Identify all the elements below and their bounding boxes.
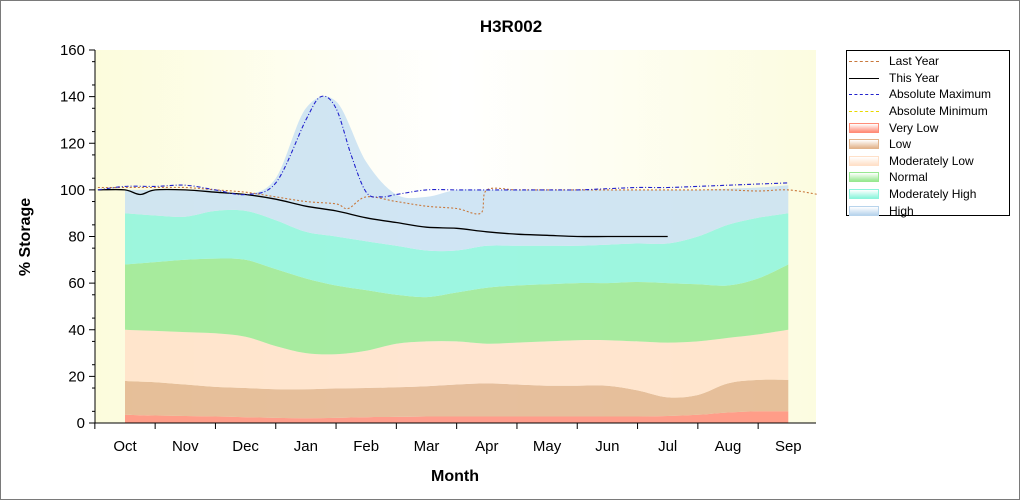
legend-line-marker: [849, 94, 879, 96]
y-tick-label: 60: [68, 275, 85, 292]
legend-item: Low: [847, 136, 1009, 153]
chart-legend: Last Year This Year Absolute Maximum Absolu…: [846, 50, 1010, 219]
legend-swatch: [849, 73, 879, 83]
legend-label: Very Low: [889, 120, 939, 135]
x-tick-label: Jul: [658, 438, 677, 455]
band-normal: [125, 258, 789, 355]
y-tick-label: 0: [77, 415, 85, 432]
legend-item: Normal: [847, 169, 1009, 186]
legend-swatch: [849, 139, 879, 150]
x-axis-label: Month: [431, 468, 479, 485]
series-line-this-year: [97, 188, 668, 238]
y-tick-label: 100: [60, 182, 85, 199]
legend-swatch: [849, 155, 879, 166]
legend-item: Very Low: [847, 119, 1009, 136]
y-axis-label: % Storage: [17, 198, 34, 276]
legend-swatch: [849, 106, 879, 116]
legend-item: Moderately High: [847, 186, 1009, 203]
legend-item: This Year: [847, 70, 1009, 87]
x-tick-label: Feb: [353, 438, 379, 455]
legend-swatch: [849, 205, 879, 216]
legend-line-marker: [849, 61, 879, 63]
series-line-last-year: [97, 186, 819, 215]
y-tick-label: 80: [68, 229, 85, 246]
x-tick-label: Jun: [595, 438, 619, 455]
legend-label: Moderately Low: [889, 153, 974, 168]
x-tick-label: May: [533, 438, 562, 455]
legend-swatch: [849, 89, 879, 99]
band-very-low: [125, 411, 789, 423]
legend-label: This Year: [889, 70, 940, 85]
band-low: [125, 379, 789, 419]
bands-layer: [125, 96, 789, 423]
y-tick-label: 140: [60, 89, 85, 106]
x-tick-label: Aug: [715, 438, 742, 455]
x-tick-label: Oct: [113, 438, 137, 455]
band-moderately-low: [125, 329, 789, 398]
x-tick-label: Sep: [775, 438, 802, 455]
legend-item: Moderately Low: [847, 153, 1009, 170]
legend-label: Absolute Minimum: [889, 104, 988, 119]
legend-swatch: [849, 56, 879, 66]
legend-item: Absolute Maximum: [847, 86, 1009, 103]
legend-label: Moderately High: [889, 187, 977, 202]
legend-item: Last Year: [847, 53, 1009, 70]
legend-line-marker: [849, 111, 879, 113]
band-moderately-high: [125, 209, 789, 298]
legend-swatch: [849, 172, 879, 183]
legend-item: Absolute Minimum: [847, 103, 1009, 120]
legend-swatch: [849, 189, 879, 200]
legend-line-marker: [849, 77, 879, 79]
x-tick-label: Mar: [414, 438, 440, 455]
x-tick-label: Apr: [475, 438, 498, 455]
axes-layer: 0 20 40 60 80 100 120 140 160 Oct Nov Dec Jan Feb Mar A…: [60, 42, 816, 455]
legend-label: Low: [889, 137, 912, 152]
series-line-absolute-maximum: [97, 95, 789, 198]
y-tick-label: 20: [68, 368, 85, 385]
series-layer: [97, 95, 819, 238]
legend-label: Normal: [889, 170, 928, 185]
legend-swatch: [849, 122, 879, 133]
chart-title: H3R002: [480, 17, 542, 36]
x-tick-label: Dec: [232, 438, 259, 455]
band-high: [125, 96, 789, 252]
legend-label: Last Year: [889, 54, 940, 69]
y-tick-label: 40: [68, 322, 85, 339]
legend-label: High: [889, 203, 914, 218]
legend-label: Absolute Maximum: [889, 87, 992, 102]
y-tick-label: 160: [60, 42, 85, 59]
x-tick-label: Jan: [294, 438, 318, 455]
y-tick-label: 120: [60, 135, 85, 152]
legend-item: High: [847, 202, 1009, 219]
x-tick-label: Nov: [172, 438, 199, 455]
